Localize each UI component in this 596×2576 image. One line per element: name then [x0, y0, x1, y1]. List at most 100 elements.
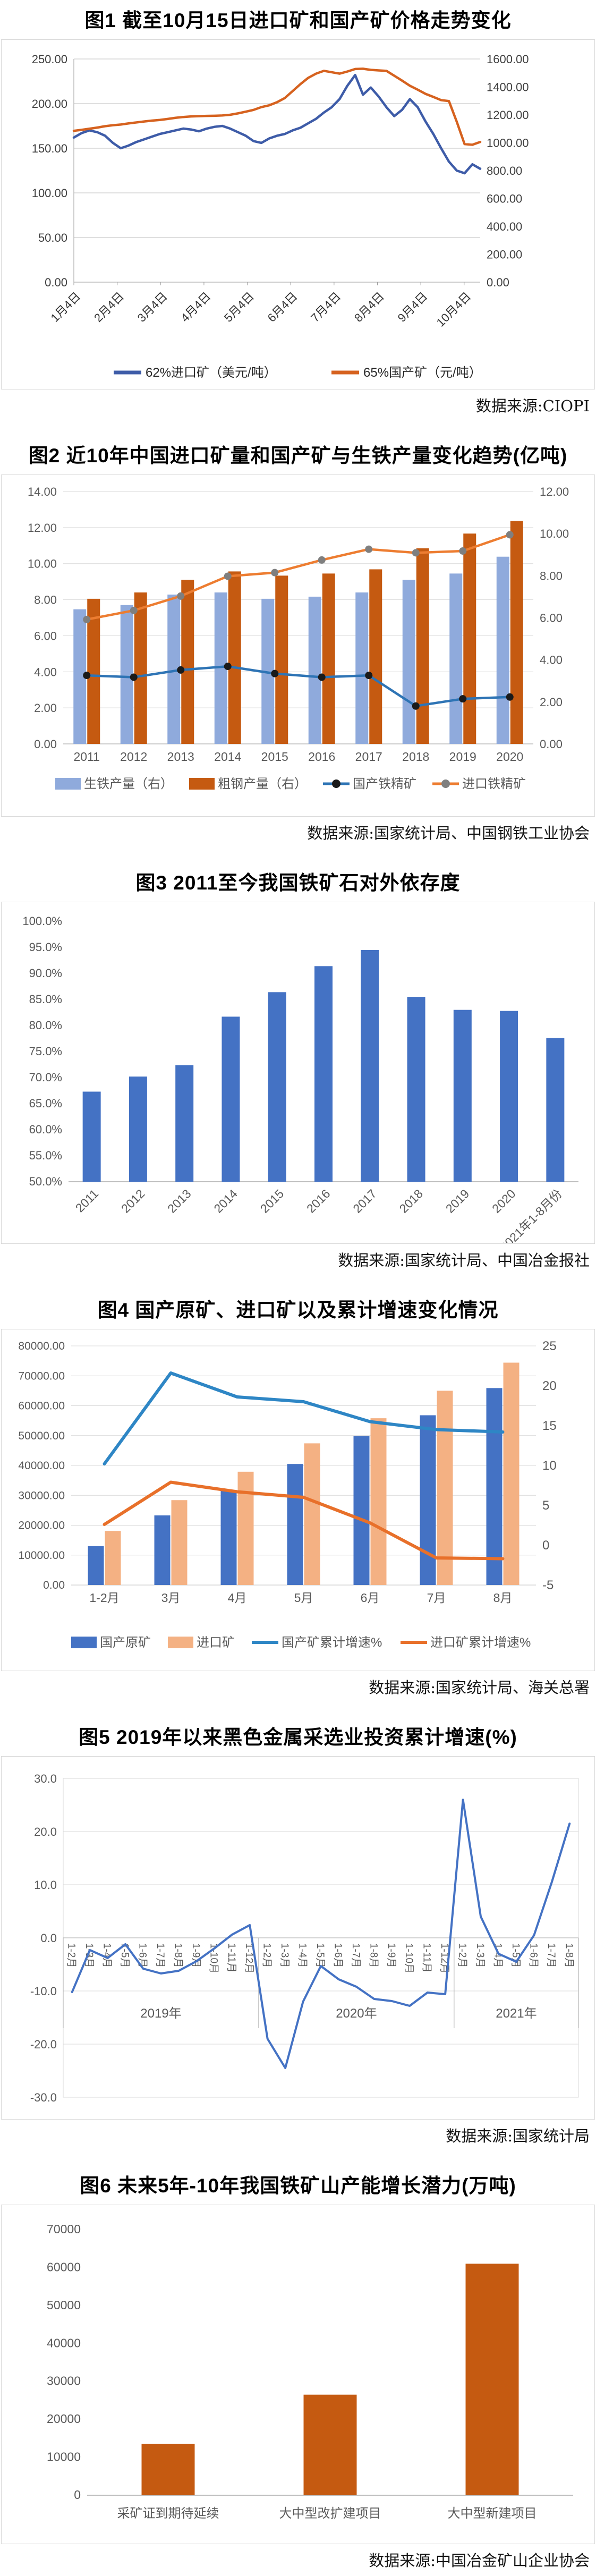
svg-text:50.00: 50.00	[38, 231, 67, 244]
figure-3-title: 图3 2011至今我国铁矿石对外依存度	[135, 872, 461, 894]
figure-3-canvas: 100.0% 95.0% 90.0% 85.0% 80.0% 75.0% 70.0% 65.0…	[22, 914, 578, 1243]
svg-text:5月4日: 5月4日	[222, 290, 257, 325]
figure-6-canvas: 70000 60000 50000 40000 30000 20000 10000 0 采矿证到…	[47, 2222, 573, 2521]
svg-text:80000.00: 80000.00	[18, 1340, 65, 1352]
svg-text:55.0%: 55.0%	[29, 1149, 62, 1162]
svg-text:10.00: 10.00	[28, 557, 57, 571]
svg-text:2019: 2019	[443, 1187, 472, 1216]
svg-text:1-10月: 1-10月	[403, 1943, 414, 1973]
svg-text:1600.00: 1600.00	[487, 53, 529, 66]
svg-text:2.00: 2.00	[34, 701, 57, 715]
figure-4-section: 图4 国产原矿、进口矿以及累计增速变化情况 80000.00 70000.00 60…	[0, 1294, 596, 1703]
svg-text:0.00: 0.00	[34, 738, 57, 751]
figure-6-title: 图6 未来5年-10年我国铁矿山产能增长潜力(万吨)	[80, 2175, 516, 2197]
svg-text:国产矿累计增速%: 国产矿累计增速%	[282, 1636, 382, 1650]
figure-6-source: 数据来源:中国冶金矿山企业协会	[369, 2552, 590, 2570]
svg-text:1200.00: 1200.00	[487, 108, 529, 122]
svg-text:进口矿累计增速%: 进口矿累计增速%	[430, 1636, 531, 1650]
svg-text:1-5月: 1-5月	[119, 1943, 130, 1968]
svg-text:12.00: 12.00	[28, 521, 57, 535]
svg-text:1-2月: 1-2月	[89, 1591, 119, 1605]
svg-text:1-4月: 1-4月	[101, 1943, 113, 1968]
svg-text:进口矿: 进口矿	[197, 1636, 235, 1650]
svg-text:2014: 2014	[214, 750, 241, 764]
svg-text:4.00: 4.00	[540, 654, 563, 667]
svg-text:2012: 2012	[118, 1187, 148, 1216]
svg-text:3月4日: 3月4日	[135, 290, 170, 325]
svg-text:8.00: 8.00	[540, 569, 563, 582]
svg-text:1-11月: 1-11月	[421, 1943, 432, 1973]
svg-text:40000.00: 40000.00	[18, 1460, 65, 1472]
svg-text:15: 15	[542, 1419, 557, 1433]
figure-2-source: 数据来源:国家统计局、中国钢铁工业协会	[307, 824, 590, 842]
svg-text:100.0%: 100.0%	[22, 914, 62, 928]
svg-text:100.00: 100.00	[32, 187, 67, 200]
svg-text:1400.00: 1400.00	[487, 81, 529, 94]
svg-text:10000: 10000	[47, 2450, 81, 2464]
svg-text:采矿证到期待延续: 采矿证到期待延续	[117, 2506, 219, 2521]
svg-text:1-5月: 1-5月	[314, 1943, 326, 1968]
svg-text:3月: 3月	[161, 1591, 181, 1605]
svg-text:2017: 2017	[350, 1187, 379, 1216]
svg-text:1-8月: 1-8月	[172, 1943, 183, 1968]
svg-text:进口铁精矿: 进口铁精矿	[462, 777, 526, 791]
svg-text:40000: 40000	[47, 2336, 81, 2350]
svg-text:0: 0	[74, 2488, 81, 2502]
svg-text:400.00: 400.00	[487, 220, 522, 233]
svg-text:85.0%: 85.0%	[29, 993, 62, 1006]
svg-text:2020: 2020	[489, 1187, 518, 1216]
svg-text:60.0%: 60.0%	[29, 1123, 62, 1136]
svg-text:62%进口矿（美元/吨）: 62%进口矿（美元/吨）	[146, 366, 277, 380]
svg-text:60000.00: 60000.00	[18, 1400, 65, 1412]
figure-3-section: 图3 2011至今我国铁矿石对外依存度 100.0% 95.0% 90.0% 85.0…	[0, 867, 596, 1276]
svg-text:1-3月: 1-3月	[83, 1943, 95, 1968]
svg-text:2011: 2011	[74, 750, 100, 764]
svg-text:2018: 2018	[402, 750, 429, 764]
svg-text:90.0%: 90.0%	[29, 967, 62, 980]
figure-5-canvas: 30.0 20.0 10.0 0.0 -10.0 -20.0 -30.0 2019年 1-2月 1…	[30, 1772, 579, 2104]
svg-text:8月: 8月	[493, 1591, 513, 1605]
svg-text:1-10月: 1-10月	[208, 1943, 219, 1973]
svg-text:1-7月: 1-7月	[350, 1943, 361, 1968]
svg-text:1000.00: 1000.00	[487, 137, 529, 150]
figure-2-canvas: 14.00 12.00 10.00 8.00 6.00 4.00 2.00 0.00 12.00…	[28, 485, 569, 791]
svg-text:0.00: 0.00	[43, 1579, 65, 1591]
svg-text:2012: 2012	[120, 750, 147, 764]
svg-text:10.0: 10.0	[34, 1878, 57, 1892]
svg-text:1-2月: 1-2月	[66, 1943, 77, 1968]
svg-text:7月4日: 7月4日	[308, 290, 343, 325]
svg-text:200.00: 200.00	[32, 97, 67, 111]
svg-text:0.00: 0.00	[487, 276, 509, 289]
svg-text:70000: 70000	[47, 2222, 81, 2236]
svg-text:1-8月: 1-8月	[368, 1943, 379, 1968]
svg-text:14.00: 14.00	[28, 485, 57, 498]
svg-text:2015: 2015	[258, 1187, 287, 1216]
svg-text:2013: 2013	[167, 750, 194, 764]
svg-text:8.00: 8.00	[34, 594, 57, 607]
figure-2-section: 图2 近10年中国进口矿量和国产矿与生铁产量变化趋势(亿吨) 14.00 12.0…	[0, 439, 596, 849]
svg-text:4月4日: 4月4日	[178, 290, 213, 325]
svg-text:1-4月: 1-4月	[492, 1943, 503, 1968]
svg-text:10000.00: 10000.00	[18, 1549, 65, 1562]
figure-5-title: 图5 2019年以来黑色金属采选业投资累计增速(%)	[79, 1726, 517, 1748]
figure-2-title: 图2 近10年中国进口矿量和国产矿与生铁产量变化趋势(亿吨)	[28, 445, 568, 467]
figure-4-source: 数据来源:国家统计局、海关总署	[369, 1679, 590, 1697]
svg-text:2016: 2016	[308, 750, 335, 764]
svg-text:70000.00: 70000.00	[18, 1370, 65, 1382]
figure-3-source: 数据来源:国家统计局、中国冶金报社	[338, 1251, 590, 1269]
svg-text:4月: 4月	[228, 1591, 247, 1605]
svg-text:20.0: 20.0	[34, 1825, 57, 1838]
svg-text:10: 10	[542, 1459, 557, 1473]
svg-text:1-9月: 1-9月	[190, 1943, 201, 1968]
svg-text:0: 0	[542, 1538, 549, 1553]
svg-text:4.00: 4.00	[34, 665, 57, 679]
svg-text:6月4日: 6月4日	[265, 290, 300, 325]
figure-4-canvas: 80000.00 70000.00 60000.00 50000.00 40000.00…	[18, 1339, 557, 1650]
svg-text:2020年: 2020年	[336, 2006, 377, 2021]
svg-text:800.00: 800.00	[487, 164, 522, 177]
svg-text:1-7月: 1-7月	[546, 1943, 557, 1968]
svg-text:-5: -5	[542, 1578, 554, 1592]
svg-text:6月: 6月	[361, 1591, 380, 1605]
svg-text:10月4日: 10月4日	[434, 290, 474, 329]
svg-text:30000: 30000	[47, 2374, 81, 2388]
